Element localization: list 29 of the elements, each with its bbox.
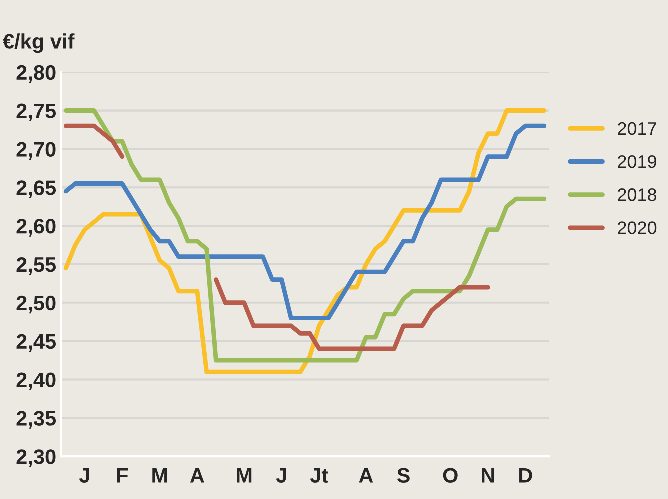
- y-tick-label: 2,45: [16, 334, 56, 352]
- x-tick-label: M: [152, 468, 168, 483]
- x-tick-label: F: [117, 468, 128, 483]
- x-tick-label: Jt: [310, 468, 328, 483]
- x-tick-label: J: [276, 468, 286, 483]
- line-series: [64, 124, 547, 320]
- legend-label: 2020: [618, 222, 657, 234]
- legend-label: 2019: [618, 155, 656, 168]
- y-tick-label: 2,30: [16, 450, 56, 468]
- x-tick-label: J: [79, 468, 90, 483]
- legend-label: 2017: [618, 122, 656, 136]
- y-tick-label: 2,70: [16, 142, 56, 160]
- y-axis-title: €/kg vif: [3, 34, 75, 54]
- x-tick-label: O: [443, 468, 458, 483]
- x-tick-label: S: [397, 468, 410, 483]
- x-tick-label: A: [190, 468, 204, 483]
- legend-label: 2018: [618, 188, 657, 202]
- y-tick-label: 2,60: [16, 219, 56, 237]
- y-tick-label: 2,50: [16, 296, 56, 314]
- x-tick-label: A: [359, 468, 374, 483]
- y-tick-label: 2,80: [16, 65, 56, 84]
- x-tick-label: N: [482, 468, 494, 483]
- y-tick-label: 2,40: [16, 372, 56, 391]
- x-tick-label: D: [520, 468, 532, 483]
- y-tick-label: 2,75: [16, 104, 56, 122]
- x-tick-label: M: [237, 468, 252, 483]
- y-tick-label: 2,55: [16, 257, 56, 276]
- y-tick-label: 2,35: [16, 411, 56, 429]
- y-tick-label: 2,65: [16, 180, 56, 198]
